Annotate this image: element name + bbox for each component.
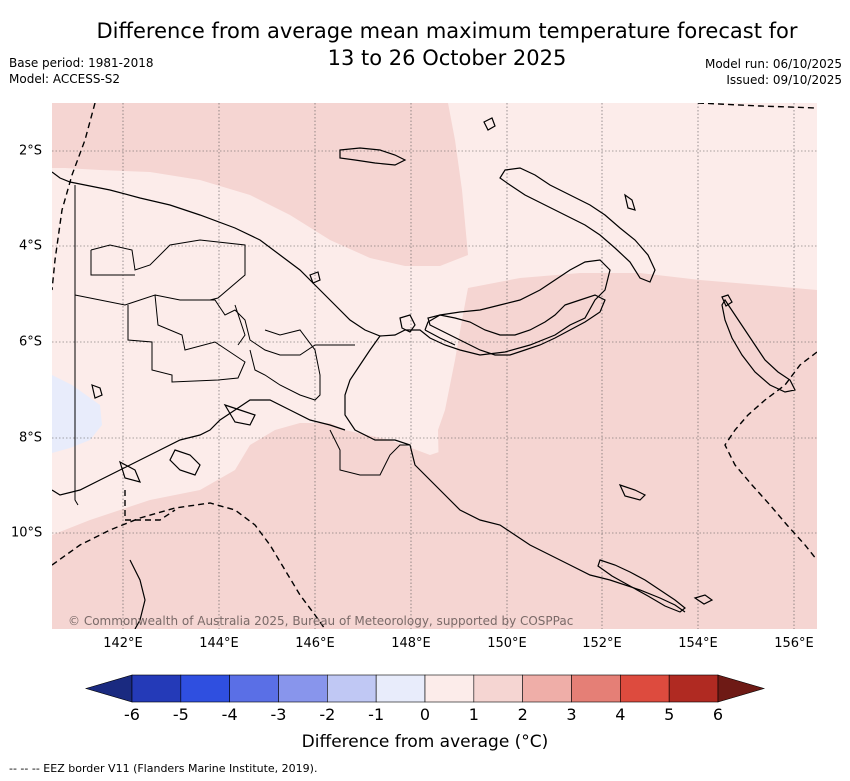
small-island-3	[624, 193, 636, 211]
lon-label-144: 144°E	[199, 636, 239, 651]
title-line-2: 13 to 26 October 2025	[327, 46, 567, 70]
lat-label-6s: 6°S	[19, 334, 43, 350]
bougainville-coast	[721, 298, 796, 393]
model-run: Model run: 06/10/2025	[704, 57, 842, 71]
colorbar-extend-low	[84, 674, 133, 703]
colorbar-tick-label: 5	[664, 705, 675, 724]
title-line-1: Difference from average mean maximum tem…	[96, 19, 798, 43]
colorbar-label: Difference from average (°C)	[301, 732, 549, 752]
lon-label-156: 156°E	[774, 636, 814, 651]
buka-island	[721, 294, 733, 307]
base-period: Base period: 1981-2018	[9, 56, 154, 70]
colorbar-tick-label: 4	[615, 705, 626, 724]
colorbar-segment	[424, 674, 475, 703]
lon-label-146: 146°E	[295, 636, 335, 651]
province-borders	[74, 239, 410, 476]
lon-label-150: 150°E	[487, 636, 527, 651]
louisiade-islands	[597, 559, 686, 613]
colorbar-tick-label: 1	[468, 705, 479, 724]
eez-west	[52, 103, 96, 291]
colorbar-tick-label: 3	[566, 705, 577, 724]
trobriand-islands	[618, 483, 647, 501]
new-ireland-coast	[427, 294, 606, 356]
eez-footnote: -- -- -- EEZ border V11 (Flanders Marine…	[9, 762, 318, 775]
small-island-4	[309, 271, 321, 284]
eez-north	[697, 103, 817, 109]
colorbar-tick-label: -3	[270, 705, 287, 724]
colorbar-tick-label: 0	[419, 705, 431, 724]
colorbar-segment	[668, 674, 719, 703]
colorbar-tick-label: -5	[172, 705, 189, 724]
colorbar-segment	[620, 674, 670, 703]
colorbar-tick-label: -2	[319, 705, 336, 724]
colorbar-segment	[571, 674, 621, 703]
small-island-1	[483, 117, 496, 131]
colorbar-segment	[229, 674, 279, 703]
colorbar-segment	[131, 674, 182, 703]
indonesia-png-border	[74, 185, 79, 506]
torres-strait-coast	[129, 559, 146, 629]
colorbar-extend-high	[717, 674, 766, 703]
colorbar-segment	[522, 674, 572, 703]
coastlines	[52, 117, 796, 629]
colorbar-tick-label: -1	[368, 705, 385, 724]
colorbar-segment	[180, 674, 230, 703]
manus-island	[339, 147, 407, 166]
colorbar-segment	[473, 674, 523, 703]
copyright-notice: © Commonwealth of Australia 2025, Bureau…	[68, 614, 574, 628]
lon-label-142: 142°E	[103, 636, 143, 651]
colorbar-tick-label: -6	[124, 705, 140, 724]
eez-east	[724, 351, 817, 561]
lat-label-8s: 8°S	[19, 430, 43, 446]
lat-label-10s: 10°S	[11, 525, 43, 541]
lon-label-154: 154°E	[678, 636, 718, 651]
admin-borders	[74, 185, 410, 506]
lon-label-148: 148°E	[391, 636, 431, 651]
colorbar-segment	[327, 674, 377, 703]
lat-label-4s: 4°S	[19, 238, 43, 254]
fly-delta-islands	[118, 403, 256, 483]
new-guinea-coast	[52, 171, 686, 613]
small-island-5	[91, 384, 103, 399]
new-britain-coast	[499, 167, 656, 283]
anomaly-field-1-to-2-north	[52, 103, 468, 266]
left-metadata: Base period: 1981-2018 Model: ACCESS-S2	[9, 55, 154, 87]
chart-title: Difference from average mean maximum tem…	[80, 18, 814, 72]
eez-border	[52, 103, 817, 629]
colorbar-tick-label: 6	[712, 705, 724, 724]
colorbar-tick-label: -4	[221, 705, 238, 724]
right-metadata: Model run: 06/10/2025 Issued: 09/10/2025	[705, 56, 842, 88]
colorbar-tick-label: 2	[517, 705, 528, 724]
lat-label-2s: 2°S	[19, 143, 43, 159]
anomaly-field-minus1-to-0	[52, 375, 102, 453]
model-name: Model: ACCESS-S2	[9, 72, 121, 86]
eez-south-gap	[124, 490, 176, 521]
woodlark-island	[693, 594, 714, 605]
issued-date: Issued: 09/10/2025	[726, 73, 842, 87]
anomaly-field-1-to-2-east	[52, 273, 817, 629]
map-area	[52, 103, 817, 629]
graticule	[52, 103, 817, 629]
colorbar-segment	[278, 674, 328, 703]
colorbar	[84, 674, 766, 703]
lon-label-152: 152°E	[582, 636, 622, 651]
colorbar-segment	[375, 674, 426, 703]
small-island-2	[399, 314, 416, 333]
